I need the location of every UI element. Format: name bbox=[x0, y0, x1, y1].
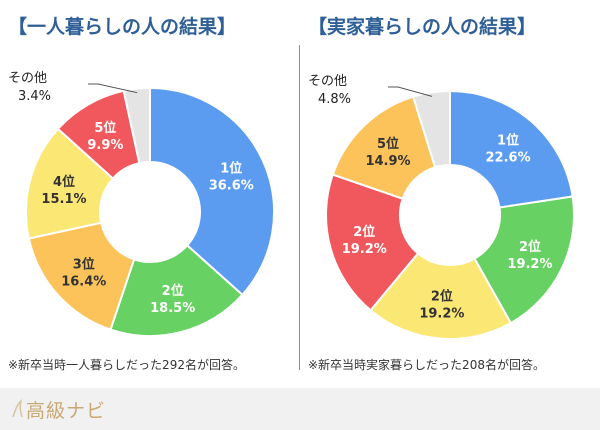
footer-bar: 高級ナビ bbox=[0, 388, 600, 430]
slice-label: その他 bbox=[8, 71, 47, 86]
slice-value: 4.8% bbox=[318, 92, 351, 107]
donut-slice bbox=[325, 173, 420, 312]
donut-slice bbox=[122, 86, 151, 165]
slice-label: 5位 bbox=[377, 136, 399, 152]
chart-note: ※新卒当時実家暮らしだった208名が回答。 bbox=[308, 358, 545, 372]
slice-value: 19.2% bbox=[419, 307, 464, 322]
chart-panel-family-home: 【実家暮らしの人の結果】 1位 22.6% 2位 19.2% 2位 19.2% 2位 19.2… bbox=[300, 0, 600, 395]
donut-slice bbox=[473, 195, 575, 325]
slice-label: 1位 bbox=[220, 161, 242, 177]
donut-chart: 1位 36.6% 2位 18.5% 3位 16.4% 4位 15.1% 5位 9.9% その他 3.4… bbox=[8, 71, 275, 337]
slice-value: 16.4% bbox=[61, 274, 106, 289]
donut-chart: 1位 22.6% 2位 19.2% 2位 19.2% 2位 19.2% 5位 14.9% その他 4.… bbox=[308, 74, 575, 340]
chart-title: 【一人暮らしの人の結果】 bbox=[8, 16, 237, 38]
slice-label: 2位 bbox=[162, 283, 184, 299]
donut-slice bbox=[109, 243, 244, 337]
chart-title: 【実家暮らしの人の結果】 bbox=[308, 16, 537, 38]
slice-value: 3.4% bbox=[18, 89, 51, 104]
donut-slice bbox=[369, 251, 513, 340]
chart-note: ※新卒当時一人暮らしだった292名が回答。 bbox=[8, 358, 245, 372]
slice-label: 4位 bbox=[53, 174, 75, 190]
slice-value: 36.6% bbox=[209, 179, 254, 194]
slice-label: 2位 bbox=[431, 289, 453, 305]
panel-divider bbox=[299, 45, 300, 370]
brand-name: 高級ナビ bbox=[26, 400, 107, 422]
callout-line bbox=[88, 83, 138, 94]
slice-label: 2位 bbox=[353, 224, 375, 240]
chart-panel-single-living: 【一人暮らしの人の結果】 1位 36.6% 2位 18.5% 3位 16.4% 4位 15.1… bbox=[0, 0, 300, 395]
slice-label: その他 bbox=[308, 74, 347, 89]
donut-slice bbox=[331, 95, 437, 200]
slice-value: 18.5% bbox=[150, 301, 195, 316]
slice-label: 5位 bbox=[94, 120, 116, 136]
slice-label: 2位 bbox=[519, 239, 541, 255]
callout-line bbox=[388, 86, 433, 97]
slice-value: 14.9% bbox=[365, 154, 410, 169]
brand-logo-icon bbox=[12, 398, 23, 418]
donut-slice bbox=[27, 221, 136, 331]
slice-label: 3位 bbox=[73, 256, 95, 272]
slice-value: 19.2% bbox=[342, 242, 387, 257]
slice-value: 22.6% bbox=[486, 151, 531, 166]
donut-slice bbox=[149, 86, 275, 297]
slice-value: 15.1% bbox=[41, 192, 86, 207]
slice-label: 1位 bbox=[497, 133, 519, 149]
donut-slice bbox=[449, 89, 574, 209]
slice-value: 19.2% bbox=[507, 257, 552, 272]
slice-value: 9.9% bbox=[87, 138, 123, 153]
